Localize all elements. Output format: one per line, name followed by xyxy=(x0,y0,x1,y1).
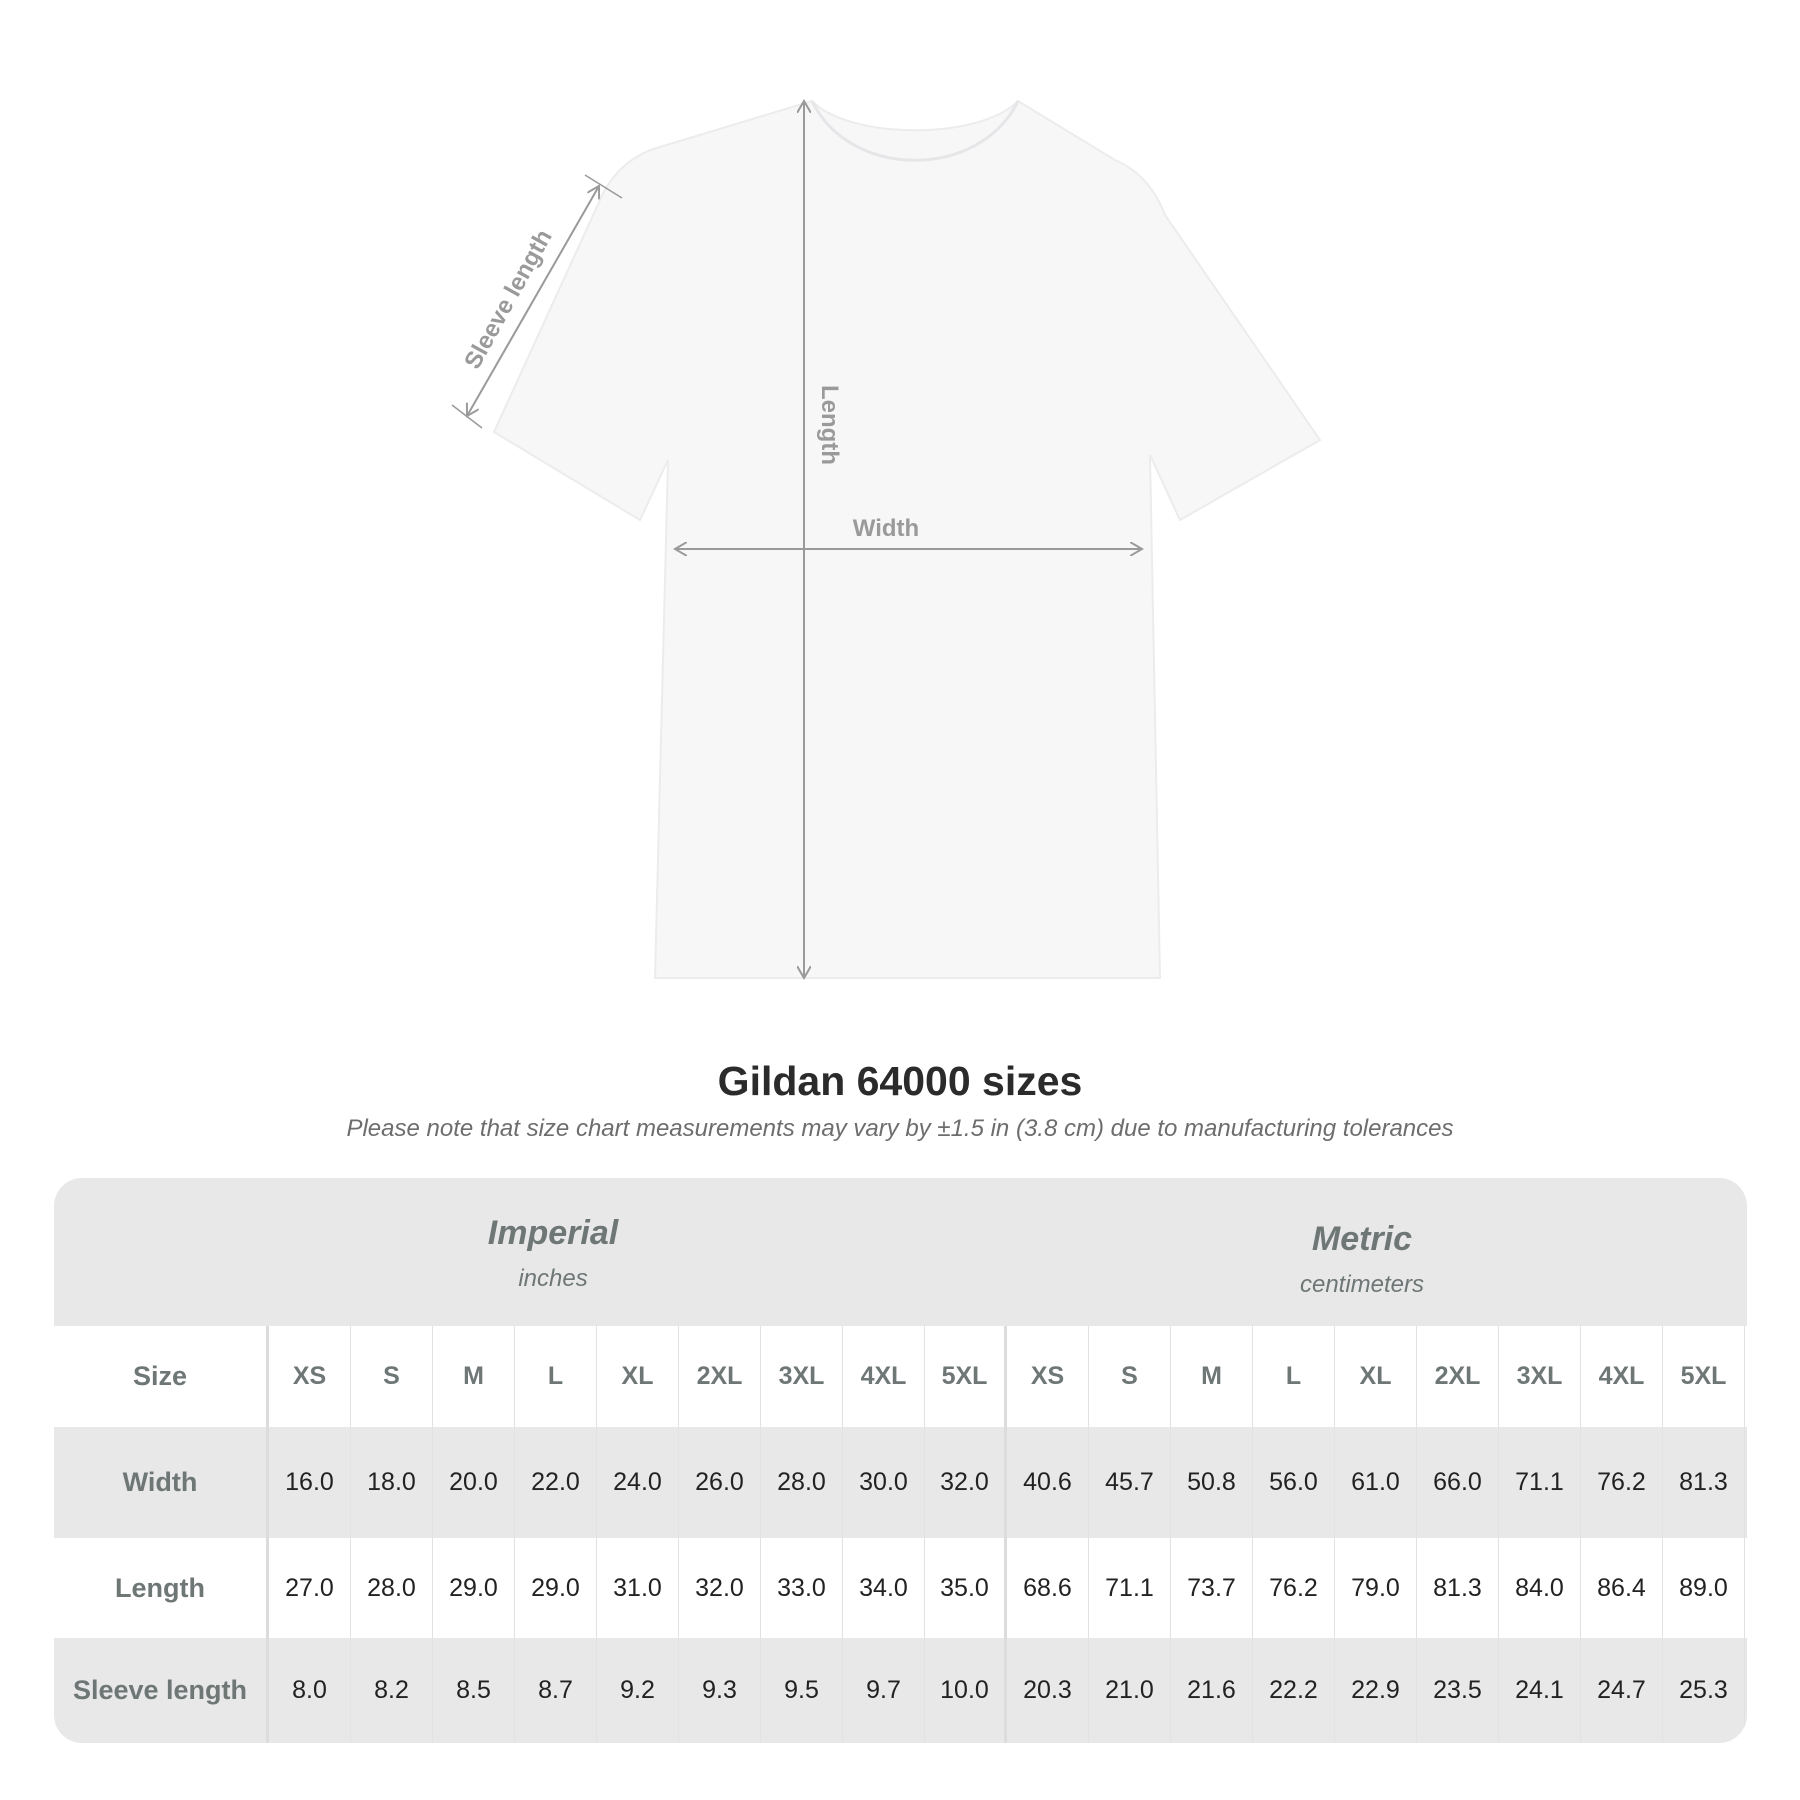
table-cell: 23.5 xyxy=(1417,1638,1499,1743)
table-cell: 29.0 xyxy=(515,1538,597,1638)
table-row: Length 27.0 28.0 29.0 29.0 31.0 32.0 33.0 34.0 35… xyxy=(54,1538,1747,1638)
table-cell: 9.5 xyxy=(761,1638,843,1743)
table-cell: 50.8 xyxy=(1171,1427,1253,1538)
table-cell: 89.0 xyxy=(1663,1538,1745,1638)
table-cell: 24.0 xyxy=(597,1427,679,1538)
table-cell: 9.3 xyxy=(679,1638,761,1743)
table-cell: 73.7 xyxy=(1171,1538,1253,1638)
table-cell: 8.0 xyxy=(269,1638,351,1743)
table-cell: 21.0 xyxy=(1089,1638,1171,1743)
table-cell: 81.3 xyxy=(1663,1427,1745,1538)
table-cell: 45.7 xyxy=(1089,1427,1171,1538)
table-cell: 71.1 xyxy=(1089,1538,1171,1638)
table-cell: 28.0 xyxy=(761,1427,843,1538)
size-header-cell: XL xyxy=(1335,1326,1417,1427)
tshirt-diagram: Sleeve length Length Width xyxy=(451,0,1322,1000)
table-cell: 32.0 xyxy=(679,1538,761,1638)
imperial-unit: inches xyxy=(518,1265,588,1292)
size-header-cell: S xyxy=(351,1326,433,1427)
table-cell: 18.0 xyxy=(351,1427,433,1538)
table-cell: 24.7 xyxy=(1581,1638,1663,1743)
size-header-cell: 4XL xyxy=(843,1326,925,1427)
table-cell: 56.0 xyxy=(1253,1427,1335,1538)
table-cell: 31.0 xyxy=(597,1538,679,1638)
size-table: Imperial inches Metric centimeters Size X… xyxy=(54,1178,1747,1743)
table-cell: 21.6 xyxy=(1171,1638,1253,1743)
header-band xyxy=(54,1178,1747,1326)
table-cell: 25.3 xyxy=(1663,1638,1745,1743)
table-cell: 16.0 xyxy=(269,1427,351,1538)
metric-title: Metric xyxy=(1311,1220,1413,1258)
table-cell: 71.1 xyxy=(1499,1427,1581,1538)
table-cell: 30.0 xyxy=(843,1427,925,1538)
table-cell: 8.7 xyxy=(515,1638,597,1743)
size-header-cell: XL xyxy=(597,1326,679,1427)
table-cell: 68.6 xyxy=(1007,1538,1089,1638)
width-label: Width xyxy=(853,515,919,542)
imperial-title: Imperial xyxy=(487,1214,619,1252)
table-cell: 61.0 xyxy=(1335,1427,1417,1538)
size-header-cell: 3XL xyxy=(1499,1326,1581,1427)
row-label: Length xyxy=(54,1538,269,1638)
size-header-cell: M xyxy=(1171,1326,1253,1427)
page-title: Gildan 64000 sizes xyxy=(717,1058,1083,1104)
size-header-cell: L xyxy=(1253,1326,1335,1427)
length-label: Length xyxy=(816,385,843,465)
metric-unit: centimeters xyxy=(1299,1271,1425,1298)
size-header-cell: L xyxy=(515,1326,597,1427)
table-cell: 20.0 xyxy=(433,1427,515,1538)
row-band xyxy=(54,1638,1747,1743)
row-band xyxy=(54,1427,1747,1538)
size-header-cell: 2XL xyxy=(1417,1326,1499,1427)
table-cell: 84.0 xyxy=(1499,1538,1581,1638)
size-header-cell: XS xyxy=(269,1326,351,1427)
table-cell: 9.2 xyxy=(597,1638,679,1743)
table-cell: 22.0 xyxy=(515,1427,597,1538)
table-cell: 34.0 xyxy=(843,1538,925,1638)
table-cell: 76.2 xyxy=(1581,1427,1663,1538)
table-row: Sleeve length 8.0 8.2 8.5 8.7 9.2 9.3 9.5 9.7 10.… xyxy=(54,1638,1747,1743)
size-header-cell: 5XL xyxy=(925,1326,1007,1427)
table-cell: 32.0 xyxy=(925,1427,1007,1538)
table-cell: 9.7 xyxy=(843,1638,925,1743)
table-cell: 40.6 xyxy=(1007,1427,1089,1538)
table-cell: 28.0 xyxy=(351,1538,433,1638)
table-cell: 8.5 xyxy=(433,1638,515,1743)
table-cell: 35.0 xyxy=(925,1538,1007,1638)
table-cell: 81.3 xyxy=(1417,1538,1499,1638)
size-header-cell: 2XL xyxy=(679,1326,761,1427)
table-cell: 86.4 xyxy=(1581,1538,1663,1638)
table-cell: 26.0 xyxy=(679,1427,761,1538)
table-cell: 24.1 xyxy=(1499,1638,1581,1743)
size-header-cell: XS xyxy=(1007,1326,1089,1427)
table-cell: 66.0 xyxy=(1417,1427,1499,1538)
tolerance-note: Please note that size chart measurements… xyxy=(346,1115,1454,1142)
size-header-cell: 3XL xyxy=(761,1326,843,1427)
tshirt-shape xyxy=(492,99,1322,979)
size-header-cell: 5XL xyxy=(1663,1326,1745,1427)
size-header-cell: M xyxy=(433,1326,515,1427)
table-cell: 10.0 xyxy=(925,1638,1007,1743)
table-cell: 27.0 xyxy=(269,1538,351,1638)
size-header-cell: 4XL xyxy=(1581,1326,1663,1427)
row-label: Sleeve length xyxy=(54,1638,269,1743)
size-header-row: Size XS S M L XL 2XL 3XL 4XL 5XL XS S M L XL 2XL 3XL 4XL 5… xyxy=(54,1326,1747,1427)
row-label: Width xyxy=(54,1427,269,1538)
table-cell: 20.3 xyxy=(1007,1638,1089,1743)
sleeve-arrow xyxy=(467,186,599,416)
table-row: Width 16.0 18.0 20.0 22.0 24.0 26.0 28.0 30.0 32.… xyxy=(54,1427,1747,1538)
table-cell: 8.2 xyxy=(351,1638,433,1743)
table-cell: 22.9 xyxy=(1335,1638,1417,1743)
row-label: Size xyxy=(54,1326,269,1427)
metric-header: Metric centimeters xyxy=(1112,1220,1612,1299)
table-cell: 29.0 xyxy=(433,1538,515,1638)
imperial-header: Imperial inches xyxy=(303,1214,803,1293)
table-cell: 76.2 xyxy=(1253,1538,1335,1638)
table-cell: 33.0 xyxy=(761,1538,843,1638)
size-header-cell: S xyxy=(1089,1326,1171,1427)
table-cell: 22.2 xyxy=(1253,1638,1335,1743)
table-cell: 79.0 xyxy=(1335,1538,1417,1638)
